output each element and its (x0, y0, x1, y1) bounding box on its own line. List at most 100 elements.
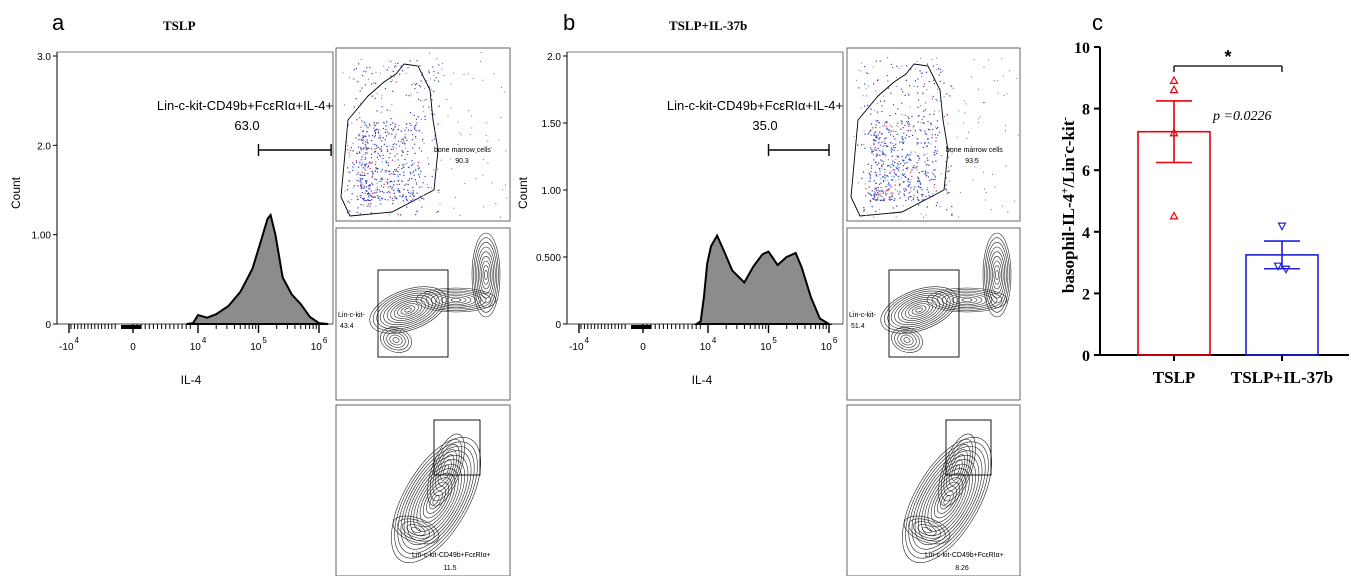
event-dot (375, 189, 377, 191)
event-dot (907, 161, 909, 164)
contour-line (392, 337, 400, 343)
event-dot (916, 155, 918, 157)
event-dot (887, 57, 888, 59)
event-dot (879, 190, 881, 192)
event-dot (926, 89, 928, 91)
event-dot (907, 167, 909, 169)
event-dot (433, 74, 435, 76)
event-dot (374, 125, 376, 127)
scatter-plot-a: bone marrow cells 90.3 (335, 47, 511, 222)
event-dot (406, 162, 408, 164)
event-dot (361, 87, 363, 89)
event-dot (866, 95, 868, 97)
event-dot (877, 197, 879, 199)
event-dot (901, 148, 903, 151)
event-dot (357, 207, 359, 209)
event-dot (884, 121, 886, 123)
contour-line (924, 468, 970, 532)
event-dot (893, 135, 895, 137)
event-dot (349, 149, 351, 151)
event-dot (426, 80, 428, 82)
contour-line (403, 454, 469, 546)
event-dot (431, 99, 433, 101)
event-dot (365, 182, 367, 184)
event-dot (916, 180, 919, 182)
event-dot (874, 187, 876, 189)
event-dot (867, 72, 869, 74)
event-dot (360, 204, 362, 206)
contour-line (951, 295, 983, 305)
event-dot (889, 164, 891, 166)
event-dot (405, 134, 407, 136)
event-dot (402, 164, 404, 166)
event-dot (467, 73, 469, 75)
event-dot (910, 152, 912, 154)
contour-line (908, 518, 946, 542)
event-dot (357, 198, 359, 200)
event-dot (357, 180, 359, 182)
event-dot (373, 127, 375, 129)
event-dot (901, 177, 903, 179)
event-dot (887, 165, 889, 167)
event-dot (926, 145, 928, 147)
event-dot (363, 199, 365, 202)
event-dot (888, 182, 890, 184)
event-dot (1002, 75, 1004, 77)
event-dot (918, 115, 920, 117)
event-dot (977, 118, 979, 120)
event-dot (374, 129, 376, 131)
event-dot (865, 88, 867, 90)
event-dot (360, 148, 362, 150)
event-dot (352, 162, 354, 164)
event-dot (346, 128, 348, 130)
event-dot (368, 184, 370, 186)
event-dot (891, 149, 893, 151)
event-dot (881, 164, 883, 166)
event-dot (935, 190, 937, 192)
event-dot (376, 110, 378, 112)
event-dot (419, 129, 421, 131)
event-dot (885, 137, 887, 139)
event-dot (391, 186, 393, 188)
event-dot (918, 180, 920, 182)
event-dot (360, 102, 362, 104)
event-dot (895, 216, 897, 218)
event-dot (901, 141, 903, 143)
event-dot (397, 140, 400, 142)
event-dot (873, 134, 875, 136)
event-dot (880, 182, 882, 184)
event-dot (394, 126, 396, 128)
event-dot (437, 123, 439, 125)
event-dot (863, 210, 865, 212)
event-dot (503, 91, 505, 93)
event-dot (397, 213, 399, 216)
event-dot (379, 191, 381, 193)
event-dot (423, 111, 425, 113)
contour-line (393, 301, 423, 319)
event-dot (364, 164, 366, 166)
event-dot (391, 180, 393, 182)
event-dot (876, 187, 878, 189)
event-dot (370, 83, 372, 85)
event-dot (887, 80, 889, 82)
event-dot (410, 192, 412, 194)
event-dot (352, 166, 354, 168)
event-dot (898, 161, 900, 163)
event-dot (894, 138, 896, 140)
contour-line (987, 246, 1007, 304)
event-dot (1017, 134, 1019, 136)
ylabel-part-2: /Lin (1059, 157, 1078, 189)
event-dot (367, 131, 368, 132)
event-dot (879, 144, 881, 146)
event-dot (386, 69, 388, 71)
event-dot (964, 112, 966, 114)
event-dot (373, 196, 375, 198)
contour-line (897, 297, 941, 323)
event-dot (883, 161, 885, 162)
event-dot (360, 138, 362, 140)
event-dot (921, 72, 923, 74)
event-dot (895, 143, 897, 145)
event-dot (359, 179, 361, 181)
y-tick-label: 2.0 (547, 52, 561, 63)
event-dot (950, 85, 952, 87)
